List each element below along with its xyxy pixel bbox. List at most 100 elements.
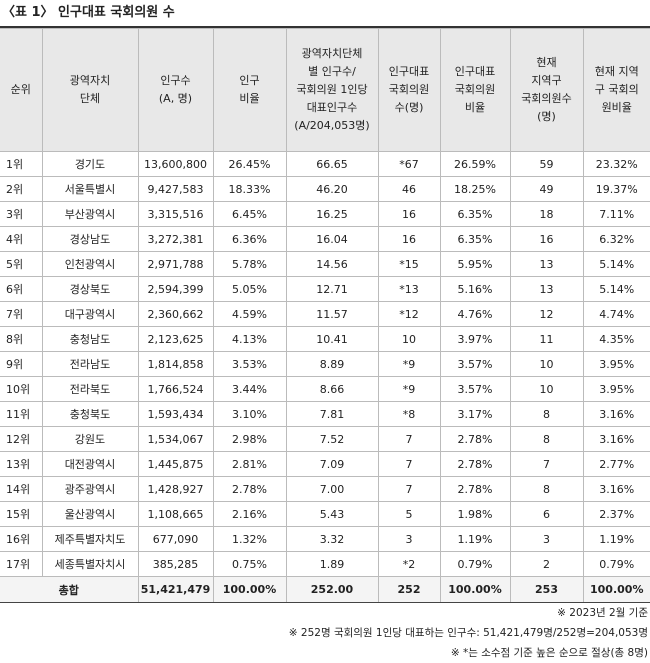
- cell: 3.95%: [583, 352, 650, 377]
- cell: *8: [378, 402, 440, 427]
- cell: 제주특별자치도: [42, 527, 138, 552]
- cell: 5.16%: [440, 277, 510, 302]
- cell: 6.32%: [583, 227, 650, 252]
- total-cell: 51,421,479: [138, 577, 213, 603]
- cell: *13: [378, 277, 440, 302]
- cell: 부산광역시: [42, 202, 138, 227]
- cell: 10: [510, 352, 583, 377]
- cell: 경상북도: [42, 277, 138, 302]
- header-line: 국회의원: [379, 81, 440, 99]
- cell: 66.65: [286, 152, 378, 177]
- cell: 6: [510, 502, 583, 527]
- header-line: 단체: [43, 90, 138, 108]
- cell: 1.89: [286, 552, 378, 577]
- cell: 10.41: [286, 327, 378, 352]
- header-line: 현재: [511, 54, 583, 72]
- cell: 11: [510, 327, 583, 352]
- cell: 8위: [0, 327, 42, 352]
- header-line: 대표인구수: [287, 99, 378, 117]
- cell: 2,123,625: [138, 327, 213, 352]
- cell: 3.32: [286, 527, 378, 552]
- cell: 1.98%: [440, 502, 510, 527]
- header-line: 국회의원: [441, 81, 510, 99]
- cell: 5.43: [286, 502, 378, 527]
- cell: 4위: [0, 227, 42, 252]
- total-cell: 100.00%: [440, 577, 510, 603]
- header-line: 별 인구수/: [287, 63, 378, 81]
- cell: 10: [510, 377, 583, 402]
- cell: 1,814,858: [138, 352, 213, 377]
- cell: 2.81%: [213, 452, 286, 477]
- cell: 4.35%: [583, 327, 650, 352]
- total-cell: 총합: [0, 577, 138, 603]
- cell: 3: [378, 527, 440, 552]
- cell: 1.19%: [583, 527, 650, 552]
- header-cell: 인구수(A, 명): [138, 29, 213, 152]
- cell: *9: [378, 377, 440, 402]
- cell: 5위: [0, 252, 42, 277]
- cell: 2.78%: [440, 427, 510, 452]
- header-line: 순위: [0, 81, 42, 99]
- cell: 0.79%: [440, 552, 510, 577]
- cell: 13: [510, 277, 583, 302]
- cell: 13: [510, 252, 583, 277]
- header-cell: 순위: [0, 29, 42, 152]
- cell: 11위: [0, 402, 42, 427]
- cell: 4.59%: [213, 302, 286, 327]
- cell: 2: [510, 552, 583, 577]
- cell: 16위: [0, 527, 42, 552]
- cell: 6위: [0, 277, 42, 302]
- cell: 23.32%: [583, 152, 650, 177]
- cell: 3.44%: [213, 377, 286, 402]
- cell: 8.66: [286, 377, 378, 402]
- cell: 1,108,665: [138, 502, 213, 527]
- cell: 1,428,927: [138, 477, 213, 502]
- cell: 8.89: [286, 352, 378, 377]
- header-line: 인구대표: [441, 63, 510, 81]
- header-line: 인구수: [139, 72, 213, 90]
- cell: 7: [510, 452, 583, 477]
- cell: 6.36%: [213, 227, 286, 252]
- cell: 전라남도: [42, 352, 138, 377]
- cell: 59: [510, 152, 583, 177]
- header-line: (A, 명): [139, 90, 213, 108]
- cell: 서울특별시: [42, 177, 138, 202]
- cell: 4.76%: [440, 302, 510, 327]
- cell: 19.37%: [583, 177, 650, 202]
- cell: 1,445,875: [138, 452, 213, 477]
- cell: 3.57%: [440, 352, 510, 377]
- cell: 2,971,788: [138, 252, 213, 277]
- header-line: 인구대표: [379, 63, 440, 81]
- cell: 1.19%: [440, 527, 510, 552]
- cell: 3: [510, 527, 583, 552]
- cell: 3.16%: [583, 402, 650, 427]
- cell: 2.78%: [213, 477, 286, 502]
- cell: 4.74%: [583, 302, 650, 327]
- header-line: 수(명): [379, 99, 440, 117]
- cell: 2,360,662: [138, 302, 213, 327]
- cell: 3.17%: [440, 402, 510, 427]
- cell: 6.45%: [213, 202, 286, 227]
- header-line: 국회의원 1인당: [287, 81, 378, 99]
- total-cell: 252: [378, 577, 440, 603]
- cell: *67: [378, 152, 440, 177]
- cell: 2.78%: [440, 477, 510, 502]
- header-line: 광역자치: [43, 72, 138, 90]
- note: ※ 252명 국회의원 1인당 대표하는 인구수: 51,421,479명/25…: [0, 623, 648, 643]
- total-cell: 253: [510, 577, 583, 603]
- cell: 인천광역시: [42, 252, 138, 277]
- table-title: 〈표 1〉 인구대표 국회의원 수: [0, 0, 650, 28]
- note: ※ 2023년 2월 기준: [0, 603, 648, 623]
- cell: *15: [378, 252, 440, 277]
- cell: 14위: [0, 477, 42, 502]
